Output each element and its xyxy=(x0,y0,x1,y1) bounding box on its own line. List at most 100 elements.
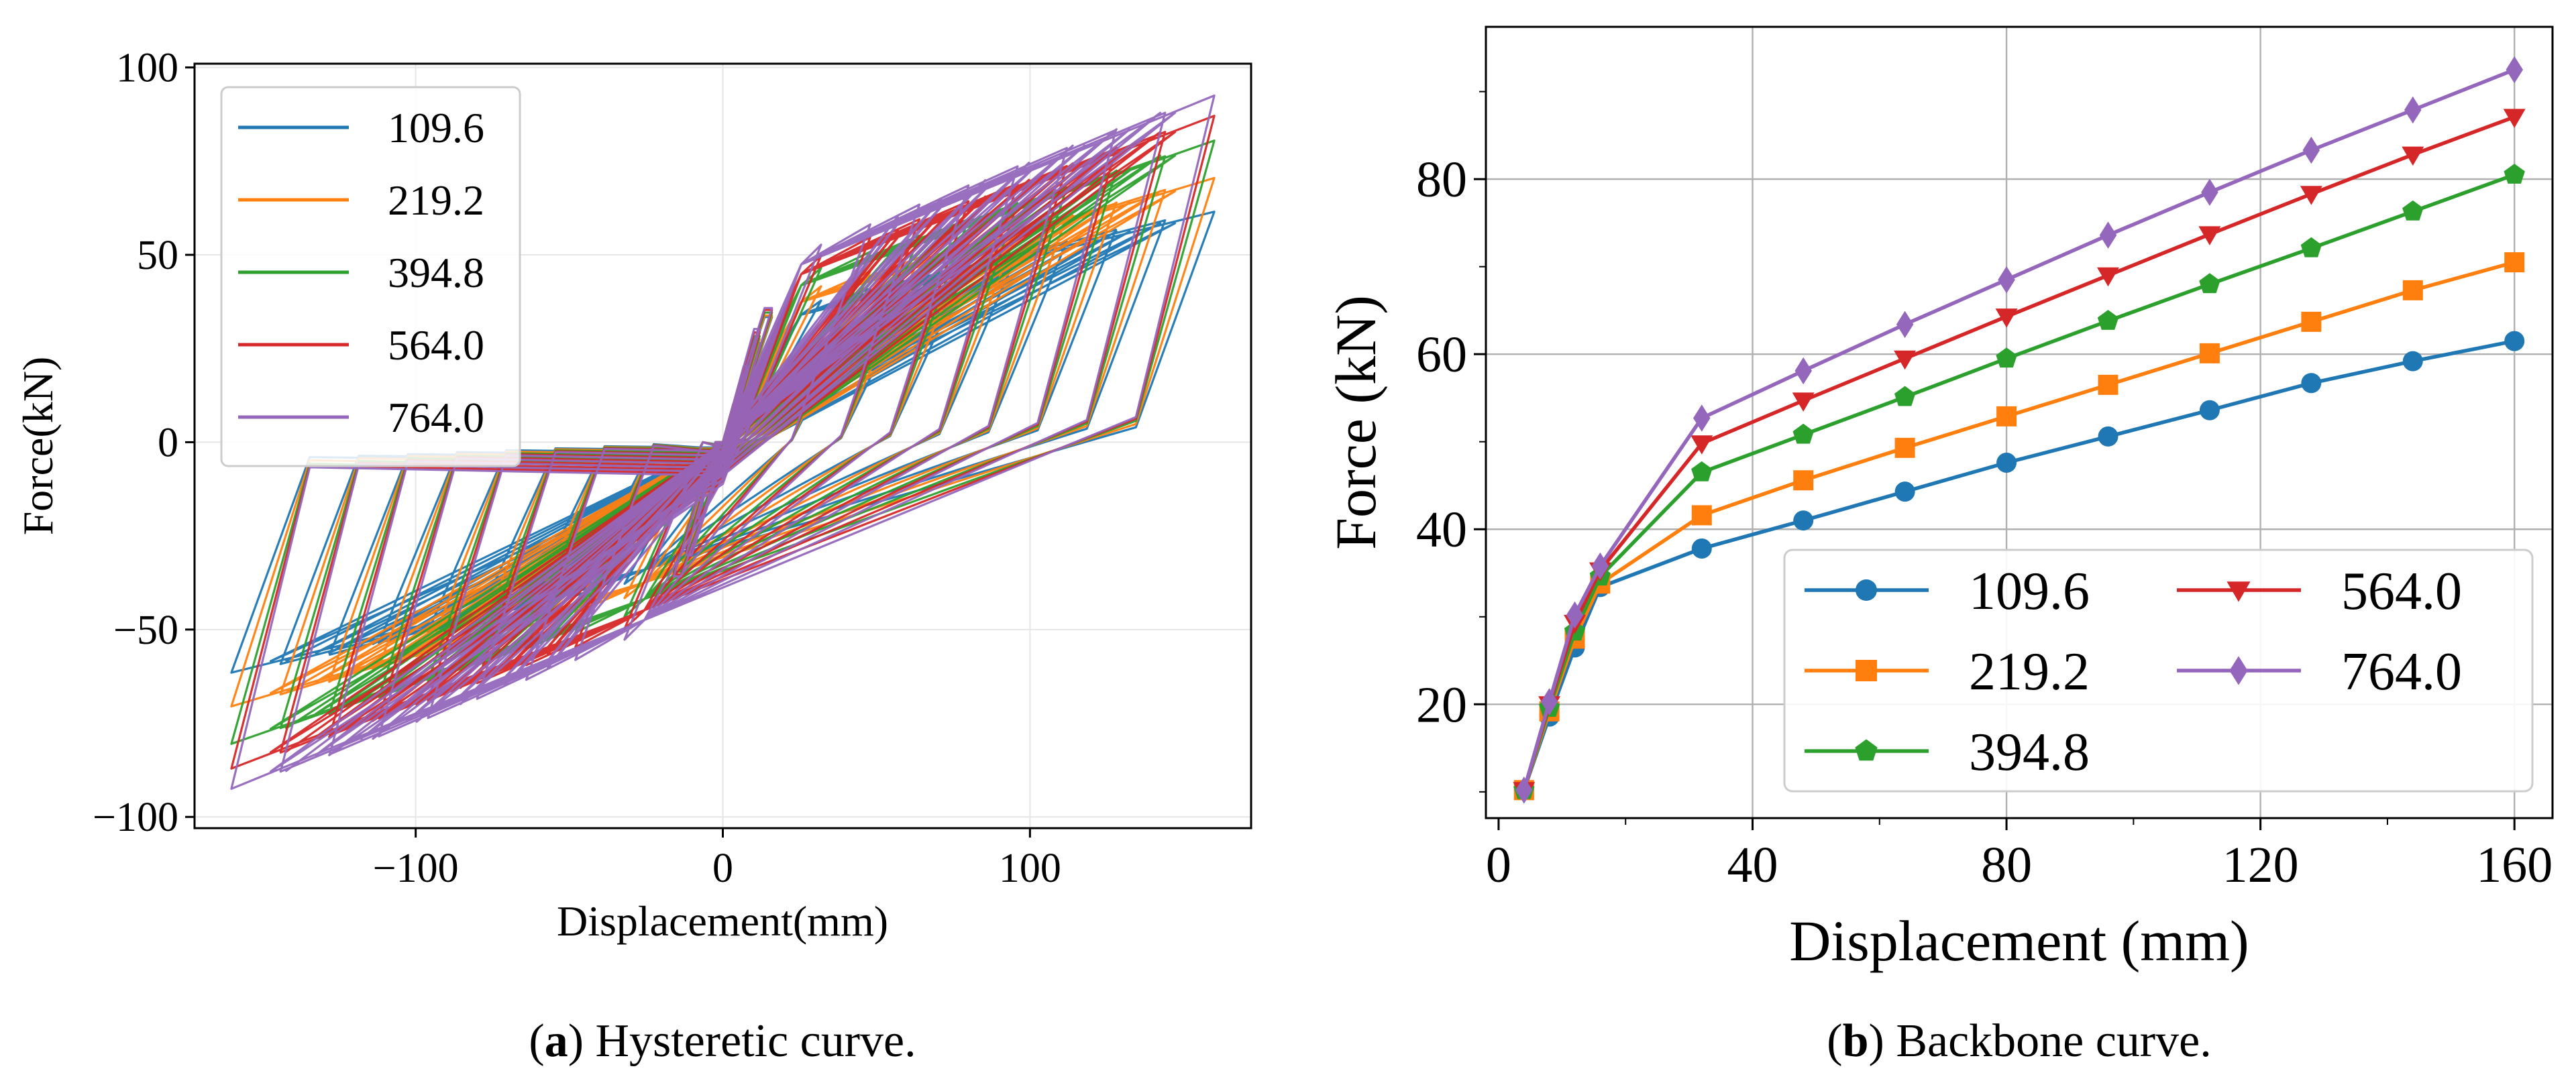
backbone-point-394.8 xyxy=(2199,273,2220,294)
backbone-point-219.2 xyxy=(1793,470,1814,491)
backbone-legend-marker-764.0 xyxy=(2229,656,2248,685)
backbone-point-394.8 xyxy=(1894,386,1916,406)
hysteretic-y-axis-label: Force(kN) xyxy=(14,357,62,536)
caption-a-letter: a xyxy=(545,1015,568,1067)
legend-label-219.2: 219.2 xyxy=(388,176,484,224)
hysteretic-chart: −100 0 100 −100 −50 0 50 100 Displacement(mm) F… xyxy=(14,46,1252,1067)
backbone-x-tick-label: 40 xyxy=(1727,837,1778,893)
backbone-point-394.8 xyxy=(2402,200,2424,221)
hysteretic-y-tick-label: 100 xyxy=(116,46,178,91)
backbone-point-564.0 xyxy=(1792,392,1815,412)
backbone-point-109.6 xyxy=(2098,426,2118,447)
backbone-point-394.8 xyxy=(1691,461,1713,481)
backbone-point-764.0 xyxy=(1591,552,1609,580)
backbone-point-764.0 xyxy=(1566,601,1584,629)
backbone-y-axis-label: Force (kN) xyxy=(1324,295,1388,550)
backbone-point-764.0 xyxy=(2506,56,2523,84)
backbone-curves xyxy=(1513,56,2526,804)
hysteretic-x-tick-label: 100 xyxy=(999,846,1061,891)
caption-b-text: ) Backbone curve. xyxy=(1869,1015,2212,1067)
backbone-point-564.0 xyxy=(2097,267,2119,287)
backbone-point-394.8 xyxy=(2300,237,2322,258)
backbone-point-564.0 xyxy=(1894,350,1917,370)
backbone-series-764.0 xyxy=(1515,56,2523,804)
backbone-point-109.6 xyxy=(2199,400,2220,420)
hysteretic-y-tick-label: 0 xyxy=(158,420,178,465)
backbone-point-219.2 xyxy=(2098,374,2118,395)
backbone-chart: 0 40 80 120 160 20 40 60 80 Displacement (mm) Fo… xyxy=(1324,25,2554,1067)
hysteretic-x-axis-label: Displacement(mm) xyxy=(557,897,888,945)
hysteretic-y-tick-label: −50 xyxy=(113,608,178,653)
backbone-point-394.8 xyxy=(2097,310,2119,330)
backbone-axes-frame xyxy=(1485,25,2554,819)
backbone-point-764.0 xyxy=(1998,266,2015,294)
hysteretic-ticks: −100 0 100 −100 −50 0 50 100 xyxy=(93,46,1061,891)
backbone-point-764.0 xyxy=(1515,777,1533,804)
backbone-point-219.2 xyxy=(2402,280,2423,300)
backbone-legend-label-764.0: 764.0 xyxy=(2341,642,2462,701)
hysteretic-y-tick-label: −100 xyxy=(93,795,178,840)
legend-label-564.0: 564.0 xyxy=(388,321,484,369)
backbone-point-219.2 xyxy=(2504,252,2525,273)
hysteretic-legend-box xyxy=(220,86,521,467)
hysteretic-caption: (a) Hysteretic curve. xyxy=(529,1015,916,1067)
backbone-point-394.8 xyxy=(1792,423,1814,444)
backbone-point-764.0 xyxy=(2099,221,2117,249)
caption-a-text: ) Hysteretic curve. xyxy=(568,1015,916,1067)
backbone-point-109.6 xyxy=(1894,481,1915,502)
backbone-y-tick-label: 40 xyxy=(1416,502,1467,558)
backbone-point-564.0 xyxy=(2503,109,2526,128)
hysteretic-legend: 109.6 219.2 394.8 564.0 764.0 xyxy=(220,86,521,467)
backbone-point-564.0 xyxy=(2402,146,2424,166)
backbone-legend-marker-219.2 xyxy=(1856,660,1877,681)
hysteretic-curves xyxy=(230,94,1216,790)
backbone-y-tick-label: 60 xyxy=(1416,327,1467,383)
legend-label-764.0: 764.0 xyxy=(388,394,484,441)
hysteretic-series-764.0 xyxy=(230,94,1216,790)
legend-label-394.8: 394.8 xyxy=(388,249,484,296)
backbone-point-394.8 xyxy=(1996,347,2017,368)
backbone-point-394.8 xyxy=(2504,164,2525,184)
backbone-point-109.6 xyxy=(2504,331,2525,351)
backbone-x-tick-label: 0 xyxy=(1486,837,1511,893)
backbone-y-tick-label: 80 xyxy=(1416,152,1467,208)
backbone-point-219.2 xyxy=(1996,406,2017,426)
backbone-point-564.0 xyxy=(1690,435,1713,455)
caption-b-open: ( xyxy=(1827,1015,1842,1067)
backbone-point-219.2 xyxy=(2301,311,2322,332)
backbone-legend-label-219.2: 219.2 xyxy=(1969,642,2090,701)
backbone-legend-label-109.6: 109.6 xyxy=(1969,562,2090,621)
backbone-point-109.6 xyxy=(1691,538,1712,559)
backbone-point-764.0 xyxy=(2201,178,2218,206)
hysteretic-y-tick-label: 50 xyxy=(137,233,178,278)
backbone-x-tick-label: 160 xyxy=(2476,837,2553,893)
backbone-point-109.6 xyxy=(2301,373,2322,394)
backbone-legend-marker-394.8 xyxy=(1855,739,1878,761)
backbone-point-764.0 xyxy=(1896,310,1914,339)
backbone-point-764.0 xyxy=(2302,136,2320,164)
backbone-ticks: 0 40 80 120 160 20 40 60 80 xyxy=(1416,91,2553,893)
backbone-legend-marker-564.0 xyxy=(2226,581,2251,602)
backbone-caption: (b) Backbone curve. xyxy=(1827,1015,2211,1067)
hysteretic-x-tick-label: 0 xyxy=(712,846,733,891)
backbone-legend-box xyxy=(1783,549,2534,793)
backbone-point-764.0 xyxy=(1693,404,1711,432)
backbone-point-564.0 xyxy=(2198,226,2221,245)
backbone-y-tick-label: 20 xyxy=(1416,677,1467,733)
backbone-x-tick-label: 80 xyxy=(1981,837,2032,893)
caption-b-letter: b xyxy=(1843,1015,1869,1067)
backbone-point-764.0 xyxy=(1540,688,1558,716)
backbone-legend-label-394.8: 394.8 xyxy=(1969,723,2090,782)
backbone-point-219.2 xyxy=(2199,343,2220,363)
backbone-legend-marker-109.6 xyxy=(1856,579,1877,601)
backbone-point-764.0 xyxy=(2404,96,2422,124)
backbone-legend: 109.6 219.2 394.8 564.0 764.0 xyxy=(1783,549,2534,793)
backbone-point-564.0 xyxy=(1995,308,2018,328)
backbone-point-219.2 xyxy=(1894,437,1915,458)
legend-label-109.6: 109.6 xyxy=(388,104,484,152)
backbone-point-764.0 xyxy=(1794,357,1812,385)
backbone-x-tick-label: 120 xyxy=(2222,837,2299,893)
backbone-point-109.6 xyxy=(1793,510,1814,531)
backbone-point-564.0 xyxy=(2300,186,2322,205)
